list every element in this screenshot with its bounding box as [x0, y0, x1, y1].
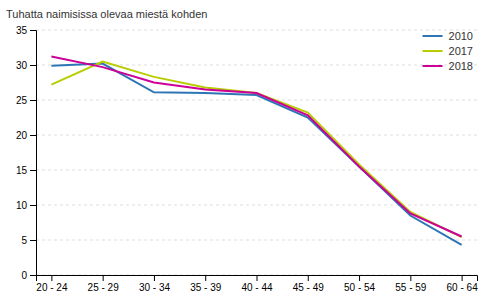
grid-line [36, 205, 477, 206]
tick: 5 [21, 235, 36, 246]
axis-line [30, 31, 37, 276]
plot: 0 5 10 15 20 25 30 35 20 - 24 25 - 29 30 - 34 35 - … [16, 25, 478, 293]
tick-label: 30 [16, 60, 28, 71]
tick-mark [30, 100, 36, 101]
tick-label: 20 [16, 130, 28, 141]
tick: 0 [21, 270, 36, 281]
legend-swatch [423, 65, 443, 67]
tick-mark [410, 275, 411, 281]
tick-mark [30, 275, 36, 276]
tick-mark [462, 275, 463, 281]
tick: 45 - 49 [293, 275, 325, 293]
chart: 0 5 10 15 20 25 30 35 20 - 24 25 - 29 30 - 34 35 - … [0, 0, 491, 303]
series-line [51, 62, 461, 238]
tick: 15 [16, 165, 36, 176]
tick-mark [257, 275, 258, 281]
tick-label: 35 [16, 25, 28, 36]
tick-label: 60 - 64 [447, 282, 479, 293]
legend: 2010 2017 2018 [423, 30, 473, 72]
legend-item: 2017 [423, 45, 473, 57]
tick: 10 [16, 200, 36, 211]
y-axis: 0 5 10 15 20 25 30 35 [16, 25, 37, 281]
tick: 35 [16, 25, 36, 36]
tick-mark [30, 170, 36, 171]
series-line [51, 64, 461, 245]
tick: 35 - 39 [190, 275, 222, 293]
legend-label: 2010 [449, 30, 473, 42]
tick-mark [51, 275, 52, 281]
legend-item: 2010 [423, 30, 473, 42]
tick-label: 0 [21, 270, 27, 281]
tick-mark [30, 30, 36, 31]
tick-mark [308, 275, 309, 281]
tick-label: 30 - 34 [139, 282, 171, 293]
tick: 40 - 44 [241, 275, 273, 293]
tick-label: 45 - 49 [293, 282, 325, 293]
tick-label: 10 [16, 200, 28, 211]
tick: 25 [16, 95, 36, 106]
grid-line [36, 170, 477, 171]
tick: 55 - 59 [395, 275, 427, 293]
x-axis: 20 - 24 25 - 29 30 - 34 35 - 39 40 - 44 45 - … [36, 275, 478, 293]
grid-line [36, 30, 477, 31]
tick-label: 35 - 39 [190, 282, 222, 293]
tick: 60 - 64 [447, 275, 479, 293]
tick: 30 [16, 60, 36, 71]
tick-mark [30, 135, 36, 136]
tick: 50 - 54 [344, 275, 376, 293]
grid [36, 30, 477, 275]
grid-line [36, 100, 477, 101]
tick-mark [30, 65, 36, 66]
grid-line [36, 135, 477, 136]
tick-label: 50 - 54 [344, 282, 376, 293]
legend-label: 2017 [449, 45, 473, 57]
legend-label: 2018 [449, 60, 473, 72]
y-axis-title: Tuhatta naimisissa olevaa miestä kohden [6, 8, 207, 20]
axis-line [37, 276, 478, 282]
tick: 25 - 29 [88, 275, 120, 293]
tick-mark [154, 275, 155, 281]
tick-label: 40 - 44 [241, 282, 273, 293]
tick-mark [103, 275, 104, 281]
tick-mark [205, 275, 206, 281]
tick-label: 5 [21, 235, 27, 246]
tick: 20 [16, 130, 36, 141]
tick-label: 55 - 59 [395, 282, 427, 293]
tick-label: 20 - 24 [36, 282, 68, 293]
tick-label: 25 [16, 95, 28, 106]
tick-label: 15 [16, 165, 28, 176]
series-line [51, 57, 461, 237]
tick: 30 - 34 [139, 275, 171, 293]
legend-item: 2018 [423, 60, 473, 72]
lines [51, 57, 461, 245]
grid-line [36, 65, 477, 66]
tick-mark [30, 240, 36, 241]
tick: 20 - 24 [36, 275, 68, 293]
tick-mark [30, 205, 36, 206]
legend-swatch [423, 50, 443, 52]
legend-swatch [423, 35, 443, 37]
tick-mark [359, 275, 360, 281]
grid-line [36, 240, 477, 241]
tick-label: 25 - 29 [88, 282, 120, 293]
